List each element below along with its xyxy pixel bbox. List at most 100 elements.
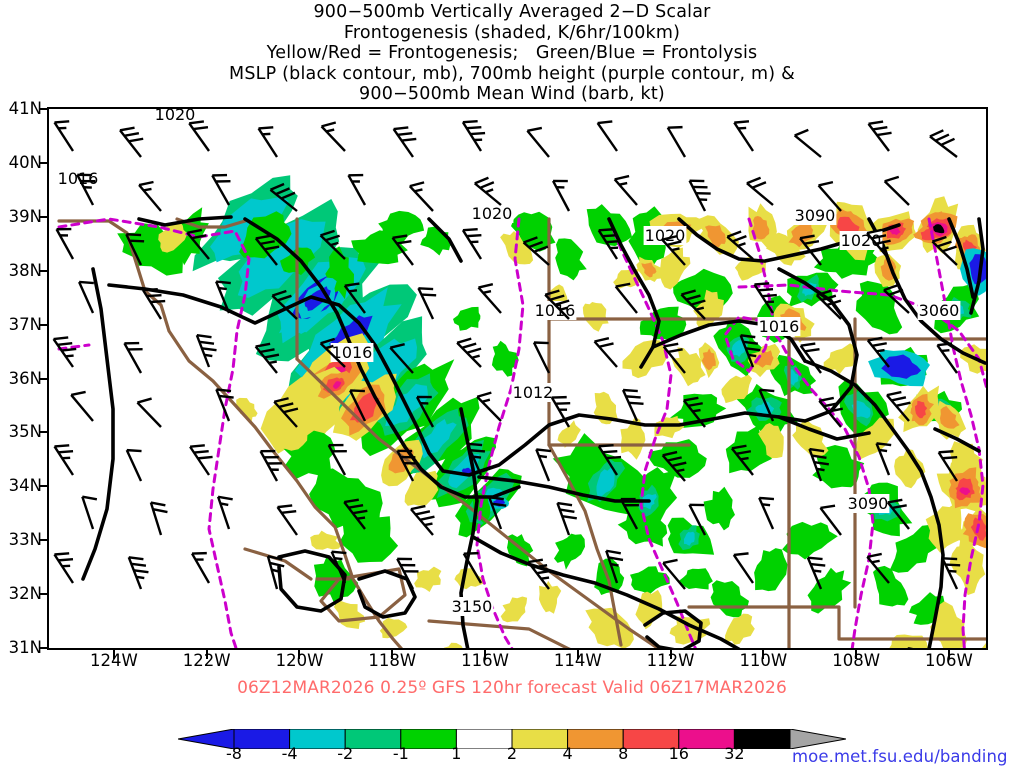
wind-barb xyxy=(138,180,162,212)
wind-barb xyxy=(320,121,346,152)
title-line-1: 900−500mb Vertically Averaged 2−D Scalar xyxy=(313,2,711,22)
wind-barb xyxy=(931,235,958,266)
y-tick-mark xyxy=(39,593,48,596)
wind-barb xyxy=(52,336,77,368)
colorbar: -8 -4 -2 -1 1 2 4 8 16 32 xyxy=(178,729,846,767)
wind-barb xyxy=(215,388,234,422)
x-tick-label-116W: 116W xyxy=(461,651,509,670)
colorbar-tick-2: 2 xyxy=(506,744,518,763)
wind-barb xyxy=(53,444,75,476)
wind-barb xyxy=(70,390,94,422)
wind-barb xyxy=(818,396,843,428)
wind-barb xyxy=(461,228,483,260)
wind-barb xyxy=(875,442,892,476)
wind-barb xyxy=(613,174,638,206)
y-tick-label-33N: 33N xyxy=(8,530,42,550)
wind-barb xyxy=(688,179,711,212)
y-tick-mark xyxy=(39,323,48,326)
wind-barb xyxy=(526,126,550,158)
wind-barb xyxy=(266,555,285,590)
wind-barb xyxy=(53,120,75,152)
wind-barb xyxy=(53,552,75,584)
wind-barb xyxy=(273,397,299,428)
wind-barb xyxy=(330,550,347,584)
x-tick-mark xyxy=(947,650,950,659)
wind-barb xyxy=(758,388,775,422)
frontogenesis-map: 1020101610161020101610121020101610203090… xyxy=(52,109,986,648)
x-tick-mark xyxy=(391,650,394,659)
map-plot-area[interactable]: 1020101610161020101610121020101610203090… xyxy=(47,107,988,650)
x-tick-mark xyxy=(484,650,487,659)
wind-barb xyxy=(597,444,622,476)
wind-barb xyxy=(389,343,414,374)
y-tick-label-32N: 32N xyxy=(8,584,42,604)
x-tick-label-120W: 120W xyxy=(275,651,324,670)
wind-barb xyxy=(215,280,231,314)
wind-barb xyxy=(733,120,755,152)
wind-barb xyxy=(605,549,624,584)
wind-barb xyxy=(396,449,419,482)
wind-barb xyxy=(929,129,958,158)
x-tick-label-122W: 122W xyxy=(182,651,231,670)
colorbar-tick-1: 1 xyxy=(451,744,462,763)
wind-barb xyxy=(269,182,298,212)
wind-barb xyxy=(661,235,686,266)
x-tick-mark xyxy=(205,650,208,659)
wind-barb xyxy=(396,557,419,590)
wind-barb xyxy=(123,341,143,374)
height-contour-label: 3060 xyxy=(919,301,960,320)
wind-barb xyxy=(886,390,911,422)
wind-barb xyxy=(474,176,502,206)
wind-barb xyxy=(886,498,910,530)
wind-barb xyxy=(254,342,280,374)
wind-barb xyxy=(666,125,687,158)
wind-barb xyxy=(867,120,892,152)
colorbar-tick-neg1: -1 xyxy=(392,744,409,763)
x-tick-label-108W: 108W xyxy=(832,651,881,670)
wind-barb xyxy=(726,230,754,260)
wind-barbs xyxy=(52,120,961,590)
wind-barb xyxy=(149,501,168,536)
wind-barb xyxy=(662,342,686,374)
wind-barb xyxy=(522,236,550,266)
wind-barb xyxy=(488,495,507,530)
wind-barb xyxy=(799,234,822,266)
y-tick-label-36N: 36N xyxy=(8,368,42,388)
wind-barb xyxy=(556,501,577,536)
wind-barb xyxy=(76,173,96,206)
wind-barb xyxy=(347,173,367,206)
colorbar-tick-8: 8 xyxy=(618,744,629,763)
x-tick-label-112W: 112W xyxy=(646,651,695,670)
mslp-contour-label: 1020 xyxy=(841,231,882,250)
x-tick-label-114W: 114W xyxy=(553,651,602,670)
y-tick-mark xyxy=(39,377,48,380)
wind-barb xyxy=(466,442,486,476)
y-tick-label-41N: 41N xyxy=(8,99,42,118)
wind-barb xyxy=(596,120,618,152)
x-tick-mark xyxy=(576,650,579,659)
wind-barb xyxy=(461,120,486,152)
wind-barb xyxy=(415,395,435,428)
height-contour-label: 3090 xyxy=(848,494,889,513)
title-line-4: MSLP (black contour, mb), 700mb height (… xyxy=(229,63,795,84)
wind-barb xyxy=(819,504,842,536)
x-tick-mark xyxy=(298,650,301,659)
x-tick-label-106W: 106W xyxy=(924,651,973,670)
wind-barb xyxy=(319,337,346,368)
wind-barb xyxy=(127,556,149,590)
wind-barb xyxy=(793,128,822,158)
wind-barb xyxy=(808,447,830,482)
wind-barb xyxy=(186,228,210,260)
wind-barb xyxy=(136,397,162,428)
wind-barb xyxy=(125,448,143,482)
mslp-contour-label: 1012 xyxy=(513,383,554,402)
colorbar-tick-4: 4 xyxy=(562,744,573,763)
wind-barb xyxy=(142,288,166,320)
x-tick-label-118W: 118W xyxy=(368,651,417,670)
wind-barb xyxy=(799,342,822,374)
title-line-5: 900−500mb Mean Wind (barb, kt) xyxy=(359,84,665,104)
wind-barb xyxy=(343,498,368,530)
wind-barb xyxy=(621,388,644,422)
mslp-contour-label: 1020 xyxy=(472,204,513,223)
y-tick-mark xyxy=(39,161,48,164)
